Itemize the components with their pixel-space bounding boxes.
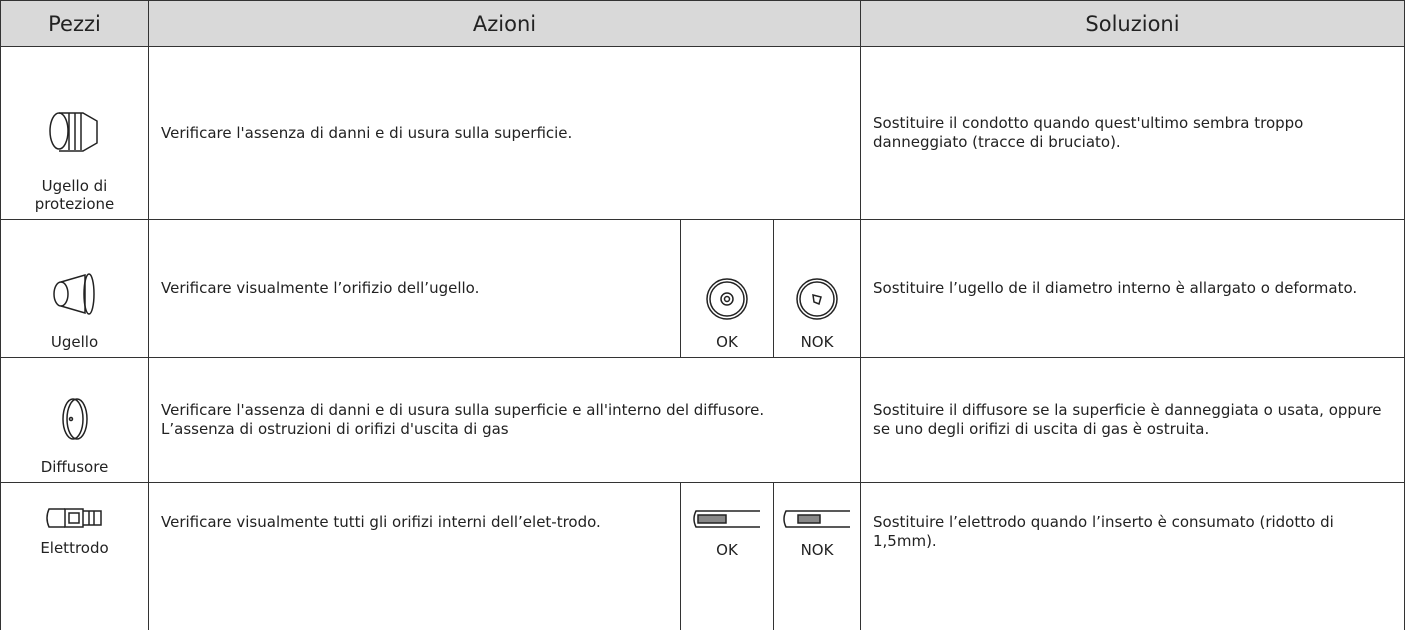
nok-label: NOK xyxy=(800,541,834,559)
solution-cell: Sostituire l’elettrodo quando l’inserto … xyxy=(860,482,1405,630)
solution-text: Sostituire l’ugello de il diametro inter… xyxy=(873,279,1358,297)
action-text: Verificare l'assenza di danni e di usura… xyxy=(161,401,765,419)
ok-label: OK xyxy=(716,333,738,351)
action-text: Verificare visualmente l’orifizio dell’u… xyxy=(161,279,480,297)
icon xyxy=(693,510,760,528)
solution-text: Sostituire il diffusore se la superficie… xyxy=(873,401,1382,438)
icon xyxy=(796,278,838,320)
icon xyxy=(61,398,88,440)
part-cell: Elettrodo xyxy=(0,482,149,630)
header-cell: Azioni xyxy=(148,0,861,47)
part-label: Ugello xyxy=(50,333,99,351)
solution-cell: Sostituire l’ugello de il diametro inter… xyxy=(860,219,1405,358)
part-label: Diffusore xyxy=(40,458,109,476)
icon xyxy=(783,510,850,528)
header-cell: Pezzi xyxy=(0,0,149,47)
header-cell: Soluzioni xyxy=(860,0,1405,47)
row: Ugello di protezione Verificare l'assenz… xyxy=(0,46,1405,220)
solution-cell: Sostituire il condotto quando quest'ulti… xyxy=(860,46,1405,220)
header-row: Pezzi Azioni Soluzioni xyxy=(0,0,1405,47)
solution-cell: Sostituire il diffusore se la superficie… xyxy=(860,357,1405,483)
action-text: L’assenza di ostruzioni di orifizi d'usc… xyxy=(161,420,509,438)
ok-label: OK xyxy=(716,541,738,559)
icon xyxy=(706,278,748,320)
nok-cell: NOK xyxy=(773,482,861,630)
nok-label: NOK xyxy=(800,333,834,351)
solution-text: Sostituire l’elettrodo quando l’inserto … xyxy=(873,513,1334,550)
icon xyxy=(48,112,98,152)
nok-cell: NOK xyxy=(773,219,861,358)
action-cell: Verificare visualmente tutti gli orifizi… xyxy=(148,482,681,630)
action-cell: Verificare l'assenza di danni e di usura… xyxy=(148,357,861,483)
row: Ugello Verificare visualmente l’orifizio… xyxy=(0,219,1405,358)
action-text: Verificare visualmente tutti gli orifizi… xyxy=(161,513,601,531)
part-label: Ugello di protezione xyxy=(34,177,115,213)
action-text: Verificare l'assenza di danni e di usura… xyxy=(161,123,573,142)
part-cell: Diffusore xyxy=(0,357,149,483)
ok-cell: OK xyxy=(680,482,774,630)
solution-text: Sostituire il condotto quando quest'ulti… xyxy=(873,114,1304,151)
row: Elettrodo Verificare visualmente tutti g… xyxy=(0,482,1405,630)
part-cell: Ugello xyxy=(0,219,149,358)
part-label: Elettrodo xyxy=(40,539,109,557)
part-cell: Ugello di protezione xyxy=(0,46,149,220)
ok-cell: OK xyxy=(680,219,774,358)
action-cell: Verificare l'assenza di danni e di usura… xyxy=(148,46,861,220)
action-cell: Verificare visualmente l’orifizio dell’u… xyxy=(148,219,681,358)
row: Diffusore Verificare l'assenza di danni … xyxy=(0,357,1405,483)
icon xyxy=(45,508,102,528)
icon xyxy=(52,273,95,315)
